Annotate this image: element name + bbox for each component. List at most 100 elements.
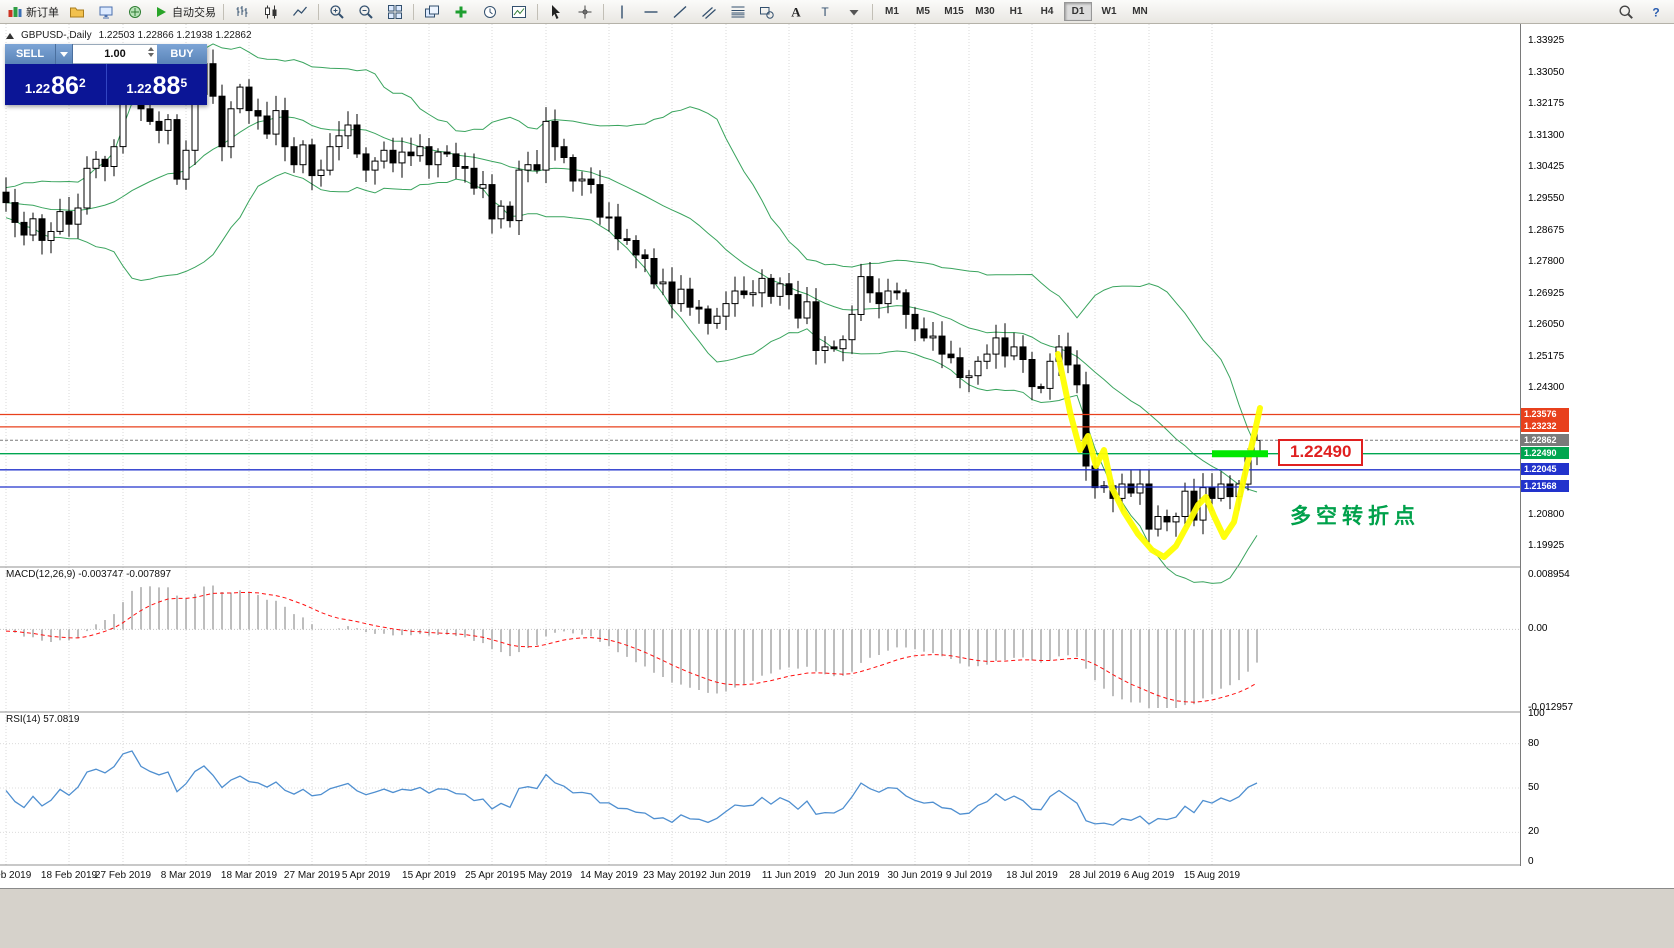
timeframe-h4[interactable]: H4 <box>1040 6 1054 17</box>
zoom-out-button[interactable] <box>352 1 380 23</box>
crosshair-icon <box>577 4 593 20</box>
auto-trading-button[interactable]: 自动交易 <box>150 1 219 23</box>
date-label: 5 May 2019 <box>519 870 573 881</box>
price-tick: 1.32175 <box>1528 98 1565 110</box>
crosshair-button[interactable] <box>571 1 599 23</box>
arrowdown-icon <box>846 4 862 20</box>
sell-price-point: 2 <box>78 76 86 90</box>
turning-point-note[interactable]: 多空转折点 <box>1290 505 1420 528</box>
price-tick: 1.33050 <box>1528 66 1565 78</box>
help-button[interactable]: ? <box>1642 1 1670 23</box>
price-tick: 1.26050 <box>1528 319 1565 331</box>
price-tick: -0.012957 <box>1528 702 1574 713</box>
bar-chart-button[interactable] <box>228 1 256 23</box>
navigator-button[interactable] <box>121 1 149 23</box>
timeframe-h1[interactable]: H1 <box>1009 6 1023 17</box>
timeframe-d1[interactable]: D1 <box>1064 2 1092 21</box>
price-annotation-label[interactable]: 1.22490 <box>1278 439 1364 466</box>
line-icon <box>292 4 308 20</box>
sell-button[interactable]: SELL <box>5 44 55 64</box>
price-tick: 1.30425 <box>1528 161 1565 173</box>
price-tick: 1.19925 <box>1528 540 1565 552</box>
price-tick: 1.33925 <box>1528 35 1565 47</box>
hline-icon <box>643 4 659 20</box>
trendline-button[interactable] <box>666 1 694 23</box>
hline-price-tag: 1.22045 <box>1521 463 1569 476</box>
text-button[interactable]: A <box>782 1 810 23</box>
buy-button[interactable]: BUY <box>157 44 207 64</box>
open-chart-button[interactable] <box>63 1 91 23</box>
toolbar-right-group: ? <box>1612 1 1670 23</box>
periods-button[interactable] <box>476 1 504 23</box>
channel-button[interactable] <box>695 1 723 23</box>
date-label: 8 Mar 2019 <box>160 870 212 881</box>
volume-value: 1.00 <box>104 48 126 60</box>
timeframe-m1[interactable]: M1 <box>885 6 899 17</box>
volume-input[interactable]: 1.00 <box>73 44 157 64</box>
indicators-icon <box>453 4 469 20</box>
fibonacci-button[interactable] <box>724 1 752 23</box>
price-tick: 1.31300 <box>1528 129 1565 141</box>
sell-options-dropdown[interactable] <box>55 44 73 64</box>
date-label: 28 Jul 2019 <box>1069 870 1121 881</box>
hline-price-tag: 1.23232 <box>1521 420 1569 433</box>
horizontal-line-button[interactable] <box>637 1 665 23</box>
candlestick-chart-button[interactable] <box>257 1 285 23</box>
search-button[interactable] <box>1612 1 1640 23</box>
rsi-value: 57.0819 <box>43 714 80 725</box>
cursor-button[interactable] <box>542 1 570 23</box>
vertical-line-button[interactable] <box>608 1 636 23</box>
vline-icon <box>614 4 630 20</box>
price-tick: 0.00 <box>1528 623 1548 635</box>
arrange-windows-button[interactable] <box>418 1 446 23</box>
hline-price-tag: 1.22862 <box>1521 433 1569 446</box>
date-label: 18 Mar 2019 <box>220 870 278 881</box>
timeframe-m5[interactable]: M5 <box>916 6 930 17</box>
chart-folder-icon <box>69 4 85 20</box>
date-label: 27 Feb 2019 <box>94 870 152 881</box>
label-button[interactable]: T <box>811 1 839 23</box>
timeframe-m15[interactable]: M15 <box>944 6 964 17</box>
buy-price-pips: 88 <box>152 72 181 100</box>
symbol-period-label: GBPUSD-,Daily <box>21 30 92 41</box>
labelT-icon: T <box>817 4 833 20</box>
volume-spinner[interactable] <box>148 47 154 57</box>
price-tick: 1.25175 <box>1528 350 1565 362</box>
cursor-icon <box>548 4 564 20</box>
line-chart-button[interactable] <box>286 1 314 23</box>
date-label: 15 Aug 2019 <box>1183 870 1241 881</box>
profiles-button[interactable] <box>92 1 120 23</box>
macd-name: MACD(12,26,9) <box>6 569 76 580</box>
shapes-button[interactable] <box>753 1 781 23</box>
new-order-icon <box>7 4 23 20</box>
sell-price-button[interactable]: 1.22 86 2 <box>5 64 107 105</box>
price-tick: 80 <box>1528 737 1540 749</box>
templates-button[interactable] <box>505 1 533 23</box>
price-tick: 1.27800 <box>1528 256 1565 268</box>
date-label: 6 Aug 2019 <box>1123 870 1175 881</box>
timeframe-m30[interactable]: M30 <box>975 6 995 17</box>
tile-windows-button[interactable] <box>381 1 409 23</box>
date-label: 9 Jul 2019 <box>945 870 993 881</box>
auto-trading-button-label: 自动交易 <box>172 6 216 19</box>
new-order-button-label: 新订单 <box>26 6 59 19</box>
templates-icon <box>511 4 527 20</box>
zoom-in-button[interactable] <box>323 1 351 23</box>
buy-price-button[interactable]: 1.22 88 5 <box>107 64 208 105</box>
price-tick: 1.24300 <box>1528 382 1565 394</box>
date-label: 15 Apr 2019 <box>402 870 456 881</box>
svg-text:T: T <box>821 5 829 19</box>
timeframe-w1[interactable]: W1 <box>1101 6 1117 17</box>
sell-price-pips: 86 <box>51 72 79 100</box>
candles-icon <box>263 4 279 20</box>
price-scale: 1.33925 1.33050 1.32175 1.31300 1.30425 1.295… <box>1520 24 1674 867</box>
arrows-button[interactable] <box>840 1 868 23</box>
new-order-button[interactable]: 新订单 <box>4 1 62 23</box>
hline-price-tag: 1.23576 <box>1521 408 1569 421</box>
indicators-button[interactable] <box>447 1 475 23</box>
hline-price-tag: 1.21568 <box>1521 480 1569 493</box>
timeframe-mn[interactable]: MN <box>1132 6 1148 17</box>
collapse-panel-icon[interactable] <box>6 32 14 39</box>
date-label: 14 May 2019 <box>580 870 638 881</box>
